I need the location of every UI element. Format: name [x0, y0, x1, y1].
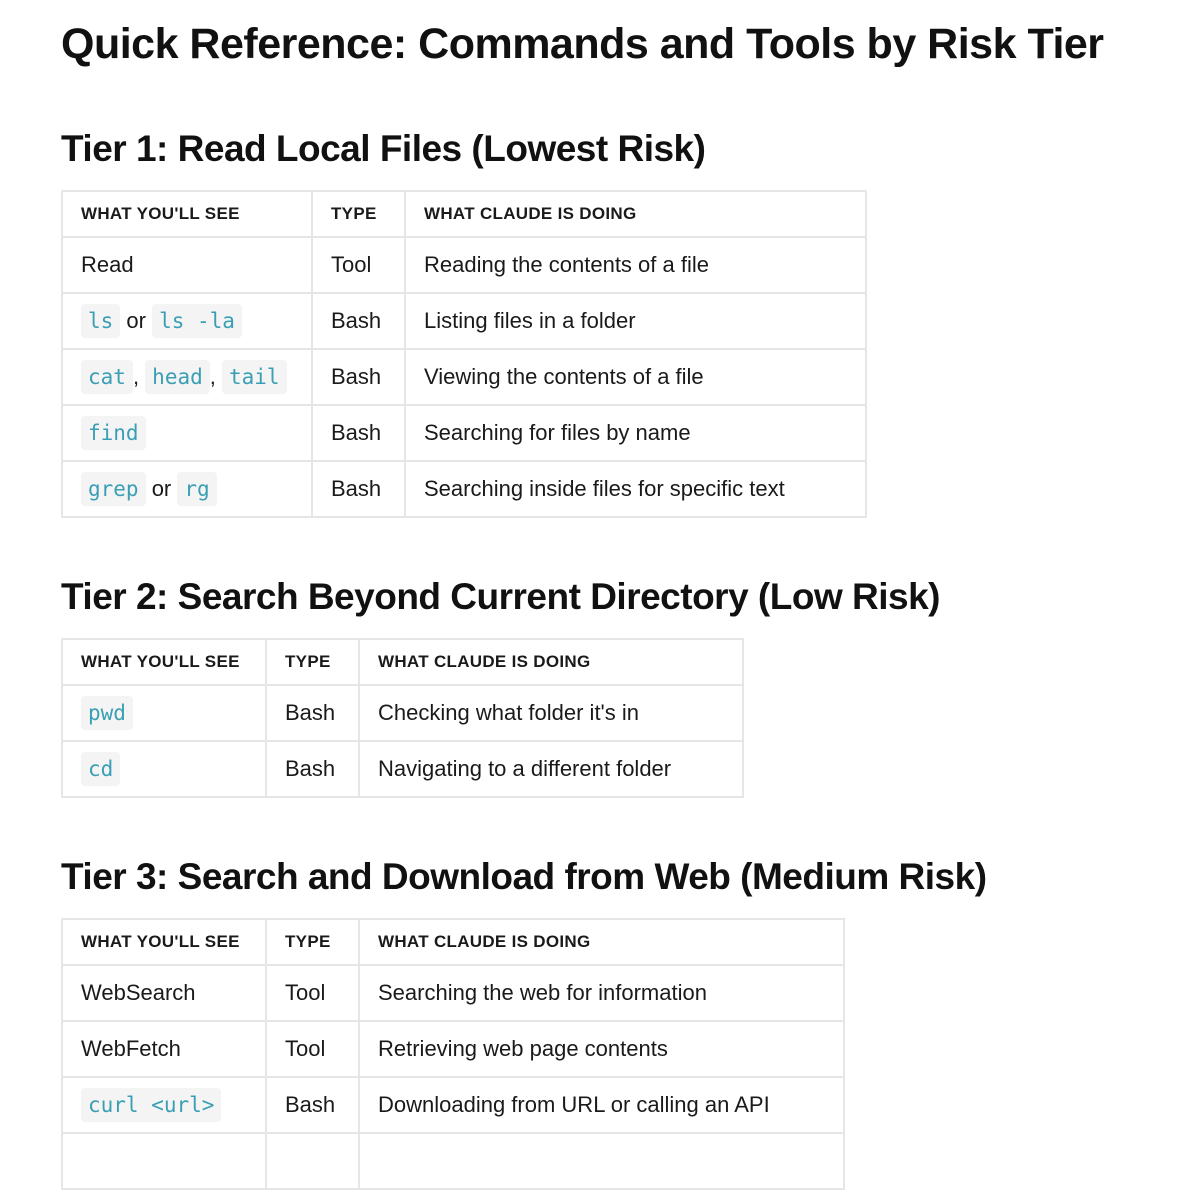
table-row: find Bash Searching for files by name — [61, 404, 867, 462]
column-header: WHAT YOU'LL SEE — [61, 190, 313, 238]
type-cell: Bash — [265, 684, 360, 742]
description-cell: Retrieving web page contents — [358, 1020, 845, 1078]
type-cell: Bash — [311, 460, 406, 518]
type-cell: Bash — [311, 404, 406, 462]
tier-1-table: WHAT YOU'LL SEE TYPE WHAT CLAUDE IS DOING R… — [61, 190, 867, 518]
type-cell: Bash — [311, 348, 406, 406]
inline-code: curl <url> — [81, 1088, 222, 1122]
text: or — [120, 308, 153, 333]
text: Read — [81, 252, 134, 277]
empty-cell — [61, 1132, 267, 1190]
description-cell: Searching the web for information — [358, 964, 845, 1022]
table-row: Read Tool Reading the contents of a file — [61, 236, 867, 294]
inline-code: ls -la — [152, 304, 242, 338]
table-row: cat, head, tail Bash Viewing the contents … — [61, 348, 867, 406]
what-youll-see-cell: WebSearch — [61, 964, 267, 1022]
text: , — [209, 364, 222, 389]
table-row: grep or rg Bash Searching inside files for… — [61, 460, 867, 518]
column-header: TYPE — [311, 190, 406, 238]
empty-cell — [358, 1132, 845, 1190]
inline-code: tail — [221, 360, 287, 394]
description-cell: Reading the contents of a file — [404, 236, 867, 294]
empty-cell — [265, 1132, 360, 1190]
type-cell: Bash — [265, 1076, 360, 1134]
header-row: WHAT YOU'LL SEE TYPE WHAT CLAUDE IS DOING — [61, 918, 845, 966]
inline-code: cat — [81, 360, 133, 394]
table-row: curl <url> Bash Downloading from URL or ca… — [61, 1076, 845, 1134]
type-cell: Bash — [311, 292, 406, 350]
column-header: WHAT CLAUDE IS DOING — [358, 918, 845, 966]
inline-code: head — [145, 360, 210, 394]
type-cell: Tool — [311, 236, 406, 294]
what-youll-see-cell: Read — [61, 236, 313, 294]
what-youll-see-cell: cd — [61, 740, 267, 798]
column-header: WHAT CLAUDE IS DOING — [358, 638, 744, 686]
inline-code: cd — [81, 752, 121, 786]
inline-code: grep — [81, 472, 146, 506]
header-row: WHAT YOU'LL SEE TYPE WHAT CLAUDE IS DOING — [61, 638, 744, 686]
text: , — [132, 364, 146, 389]
page-title: Quick Reference: Commands and Tools by R… — [61, 20, 1104, 68]
inline-code: rg — [177, 472, 217, 506]
inline-code: pwd — [81, 696, 133, 730]
tier-2-heading: Tier 2: Search Beyond Current Directory … — [61, 576, 941, 617]
inline-code: ls — [81, 304, 121, 338]
text: WebSearch — [81, 980, 196, 1005]
description-cell: Navigating to a different folder — [358, 740, 744, 798]
column-header: WHAT CLAUDE IS DOING — [404, 190, 867, 238]
table-row: WebSearch Tool Searching the web for infor… — [61, 964, 845, 1022]
what-youll-see-cell: pwd — [61, 684, 267, 742]
table-row: pwd Bash Checking what folder it's in — [61, 684, 744, 742]
table-row: ls or ls -la Bash Listing files in a folde… — [61, 292, 867, 350]
text: or — [145, 476, 178, 501]
description-cell: Downloading from URL or calling an API — [358, 1076, 845, 1134]
table-row: WebFetch Tool Retrieving web page contents — [61, 1020, 845, 1078]
description-cell: Searching inside files for specific text — [404, 460, 867, 518]
column-header: WHAT YOU'LL SEE — [61, 638, 267, 686]
tier-1-heading: Tier 1: Read Local Files (Lowest Risk) — [61, 128, 706, 169]
tier-3-heading: Tier 3: Search and Download from Web (Me… — [61, 856, 987, 897]
type-cell: Tool — [265, 1020, 360, 1078]
what-youll-see-cell: find — [61, 404, 313, 462]
column-header: TYPE — [265, 918, 360, 966]
tier-2-table: WHAT YOU'LL SEE TYPE WHAT CLAUDE IS DOING p… — [61, 638, 744, 798]
what-youll-see-cell: WebFetch — [61, 1020, 267, 1078]
table-row: cd Bash Navigating to a different folder — [61, 740, 744, 798]
header-row: WHAT YOU'LL SEE TYPE WHAT CLAUDE IS DOING — [61, 190, 867, 238]
what-youll-see-cell: ls or ls -la — [61, 292, 313, 350]
description-cell: Checking what folder it's in — [358, 684, 744, 742]
description-cell: Viewing the contents of a file — [404, 348, 867, 406]
text: WebFetch — [81, 1036, 181, 1061]
what-youll-see-cell: grep or rg — [61, 460, 313, 518]
table-row — [61, 1132, 845, 1190]
tier-3-table: WHAT YOU'LL SEE TYPE WHAT CLAUDE IS DOING W… — [61, 918, 845, 1190]
inline-code: find — [81, 416, 146, 450]
what-youll-see-cell: cat, head, tail — [61, 348, 313, 406]
column-header: WHAT YOU'LL SEE — [61, 918, 267, 966]
type-cell: Tool — [265, 964, 360, 1022]
description-cell: Searching for files by name — [404, 404, 867, 462]
description-cell: Listing files in a folder — [404, 292, 867, 350]
type-cell: Bash — [265, 740, 360, 798]
column-header: TYPE — [265, 638, 360, 686]
what-youll-see-cell: curl <url> — [61, 1076, 267, 1134]
